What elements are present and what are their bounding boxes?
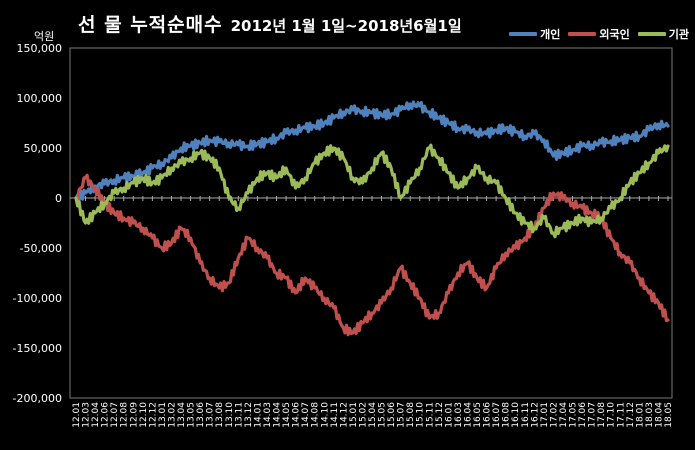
x-tick-label: 13.08 — [215, 402, 225, 428]
x-tick-label: 16.07 — [492, 402, 502, 428]
x-tick-label: 16.06 — [483, 402, 493, 428]
legend-item-individual: 개인 — [509, 26, 560, 42]
x-tick-label: 15.12 — [435, 402, 445, 428]
legend-swatch — [509, 32, 538, 36]
x-tick-label: 15.04 — [368, 402, 378, 428]
x-tick-label: 17.01 — [540, 402, 550, 428]
x-tick-label: 13.10 — [225, 402, 235, 428]
x-tick-label: 15.07 — [397, 402, 407, 428]
chart-subtitle: 2012년 1월 1일~2018년6월1일 — [230, 17, 462, 35]
x-tick-label: 13.06 — [196, 402, 206, 428]
x-tick-label: 14.05 — [282, 402, 292, 428]
x-tick-label: 16.10 — [511, 402, 521, 428]
x-tick-label: 17.05 — [569, 402, 579, 428]
x-tick-label: 16.05 — [473, 402, 483, 428]
y-tick-label: 100,000 — [17, 92, 63, 105]
y-tick-label: 50,000 — [24, 142, 63, 155]
x-tick-label: 14.06 — [292, 402, 302, 428]
x-tick-label: 15.05 — [378, 402, 388, 428]
y-tick-label: -100,000 — [13, 292, 62, 305]
x-tick-label: 14.11 — [330, 402, 340, 428]
legend-label: 개인 — [540, 28, 561, 41]
legend-label: 외국인 — [599, 28, 630, 41]
x-tick-label: 13.12 — [244, 402, 254, 428]
x-tick-label: 17.10 — [607, 402, 617, 428]
x-tick-label: 14.07 — [301, 402, 311, 428]
chart-title-main: 선 물 누적순매수 — [78, 14, 223, 36]
x-tick-label: 17.08 — [597, 402, 607, 428]
x-tick-label: 14.01 — [253, 402, 263, 428]
x-tick-label: 13.07 — [206, 402, 216, 428]
x-tick-label: 13.02 — [167, 402, 177, 428]
x-tick-label: 15.08 — [406, 402, 416, 428]
x-tick-label: 17.12 — [626, 402, 636, 428]
y-tick-label: -50,000 — [20, 242, 62, 255]
y-axis-unit-label: 억원 — [34, 30, 55, 43]
chart-title: 선 물 누적순매수 2012년 1월 1일~2018년6월1일 — [78, 10, 462, 37]
x-tick-label: 13.01 — [158, 402, 168, 428]
x-tick-label: 14.04 — [273, 402, 283, 428]
x-tick-label: 15.06 — [387, 402, 397, 428]
x-tick-label: 14.10 — [320, 402, 330, 428]
y-tick-label: 0 — [55, 192, 62, 205]
x-tick-label: 12.10 — [139, 402, 149, 428]
x-tick-label: 17.02 — [549, 402, 559, 428]
x-tick-label: 12.07 — [110, 402, 120, 428]
legend-swatch — [568, 32, 597, 36]
series-line-1 — [74, 173, 670, 337]
x-tick-label: 16.03 — [454, 402, 464, 428]
y-tick-label: -200,000 — [13, 392, 62, 405]
x-tick-label: 13.05 — [187, 402, 197, 428]
x-tick-label: 15.01 — [349, 402, 359, 428]
x-tick-label: 15.02 — [358, 402, 368, 428]
legend-swatch — [637, 32, 666, 36]
y-tick-label: 150,000 — [17, 42, 63, 55]
x-tick-label: 12.03 — [82, 402, 92, 428]
x-tick-label: 12.04 — [91, 402, 101, 428]
x-tick-label: 16.11 — [521, 402, 531, 428]
x-tick-label: 16.12 — [530, 402, 540, 428]
x-tick-label: 17.04 — [559, 402, 569, 428]
x-tick-label: 12.08 — [120, 402, 130, 428]
x-tick-label: 12.12 — [148, 402, 158, 428]
x-tick-label: 14.08 — [311, 402, 321, 428]
x-tick-label: 18.01 — [635, 402, 645, 428]
series-line-0 — [74, 100, 670, 202]
x-tick-label: 18.04 — [654, 402, 664, 428]
x-tick-label: 13.04 — [177, 402, 187, 428]
x-tick-label: 18.03 — [645, 402, 655, 428]
x-tick-label: 14.03 — [263, 402, 273, 428]
legend-label: 기관 — [668, 28, 689, 41]
y-tick-label: -150,000 — [13, 342, 62, 355]
legend-item-institution: 기관 — [637, 26, 689, 42]
x-tick-label: 15.11 — [425, 402, 435, 428]
legend-item-foreign: 외국인 — [568, 26, 630, 42]
x-tick-label: 12.06 — [101, 402, 111, 428]
x-tick-label: 16.04 — [463, 402, 473, 428]
x-tick-label: 12.09 — [129, 402, 139, 428]
series-line-2 — [74, 143, 670, 239]
x-tick-label: 13.11 — [234, 402, 244, 428]
x-tick-label: 16.01 — [444, 402, 454, 428]
x-tick-label: 18.05 — [664, 402, 674, 428]
x-tick-label: 12.01 — [72, 402, 82, 428]
x-tick-label: 17.11 — [616, 402, 626, 428]
x-tick-label: 16.08 — [502, 402, 512, 428]
x-tick-label: 17.07 — [588, 402, 598, 428]
x-tick-label: 15.10 — [416, 402, 426, 428]
legend: 개인 외국인 기관 — [509, 26, 689, 42]
x-tick-label: 17.06 — [578, 402, 588, 428]
x-tick-label: 14.12 — [339, 402, 349, 428]
